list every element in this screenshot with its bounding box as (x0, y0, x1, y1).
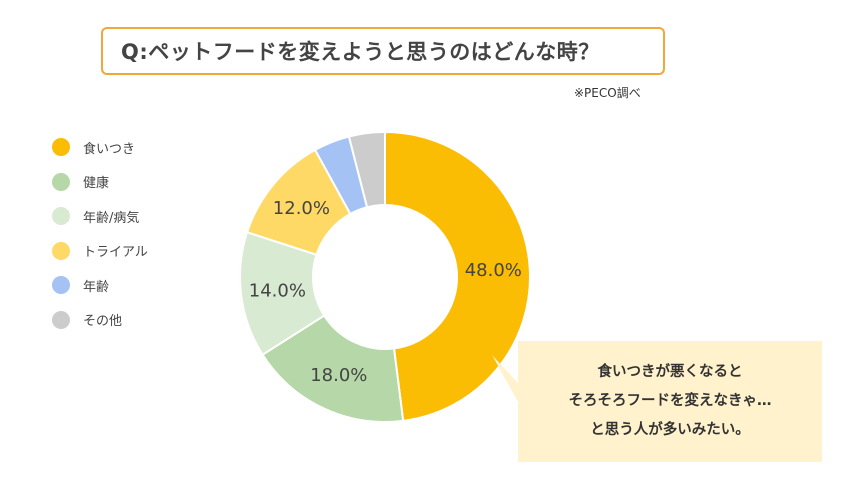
legend-label: その他 (83, 314, 123, 330)
legend-swatch (52, 241, 70, 260)
slice-data-label: 12.0% (273, 198, 330, 219)
legend-label: 年齢 (83, 279, 110, 295)
legend-item: 食いつき (52, 130, 148, 165)
callout-bubble-shape (492, 341, 822, 462)
legend-label: 年齢/病気 (83, 210, 140, 226)
callout-line: 食いつきが悪くなると (597, 364, 743, 380)
callout-bubble (492, 341, 822, 462)
legend-item: 健康 (52, 165, 148, 200)
legend-item: 年齢/病気 (52, 199, 148, 234)
donut-slice-labels: 48.0% 18.0% 14.0% 12.0% (249, 198, 522, 386)
question-title: Q:ペットフードを変えようと思うのはどんな時？ (101, 27, 665, 75)
legend-item: トライアル (52, 234, 148, 269)
legend-swatch (52, 276, 70, 295)
chart-legend: 食いつき 健康 年齢/病気 トライアル 年齢 その他 (52, 130, 148, 337)
question-title-text: Q:ペットフードを変えようと思うのはどんな時？ (121, 40, 600, 64)
source-note: ※PECO調べ (574, 86, 641, 100)
legend-label: 健康 (83, 176, 110, 192)
slice-data-label: 18.0% (310, 365, 367, 386)
legend-item: 年齢 (52, 268, 148, 303)
donut-slice (347, 130, 386, 209)
donut-slice (261, 314, 405, 423)
legend-swatch (52, 310, 70, 329)
donut-slice (384, 130, 531, 422)
legend-label: 食いつき (83, 141, 136, 157)
slice-data-label: 48.0% (465, 260, 522, 281)
legend-swatch (52, 138, 70, 157)
legend-swatch (52, 172, 70, 191)
legend-item: その他 (52, 303, 148, 338)
slice-data-label: 14.0% (249, 281, 306, 302)
callout-line: そろそろフードを変えなきゃ… (568, 393, 772, 409)
legend-label: トライアル (83, 245, 148, 261)
callout-line: と思う人が多いみたい。 (590, 422, 750, 438)
donut-slices (239, 130, 531, 423)
callout-text: 食いつきが悪くなると そろそろフードを変えなきゃ… と思う人が多いみたい。 (518, 341, 822, 462)
legend-swatch (52, 207, 70, 226)
